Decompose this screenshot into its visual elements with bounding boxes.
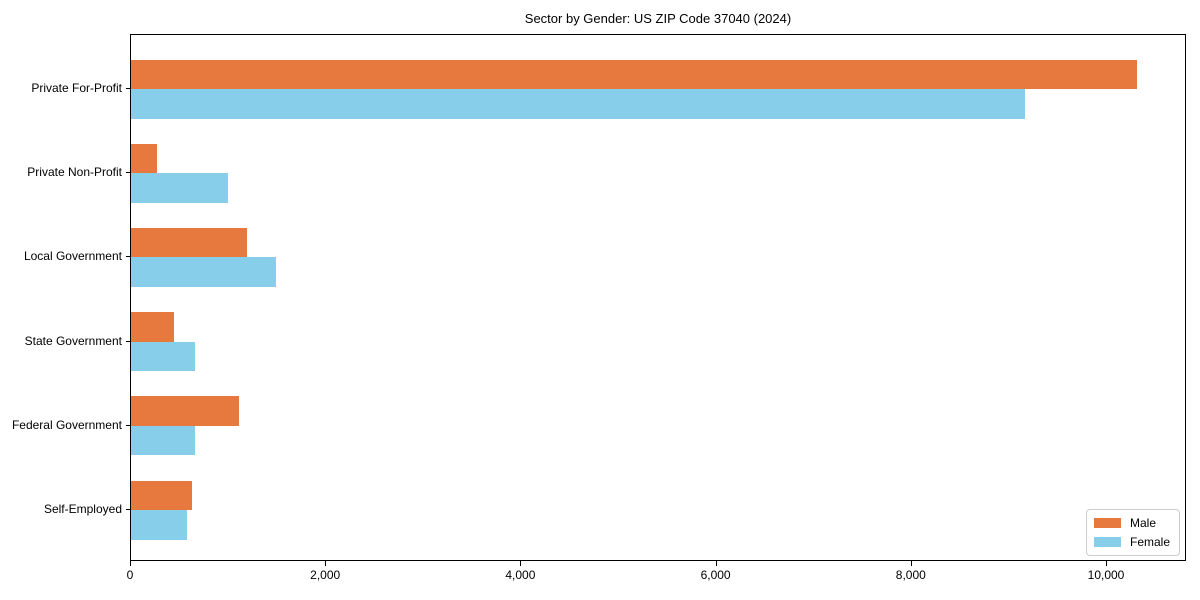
x-tick-label: 0 xyxy=(126,568,134,582)
bar-female-4 xyxy=(131,341,196,372)
x-tick-mark xyxy=(520,561,522,566)
y-tick-label: Local Government xyxy=(23,249,122,264)
x-tick-label: 4,000 xyxy=(505,568,536,582)
bar-female-6 xyxy=(131,510,188,540)
legend-label-male: Male xyxy=(1129,516,1156,530)
bar-female-5 xyxy=(131,425,196,456)
y-tick-mark xyxy=(126,88,130,89)
y-tick-mark xyxy=(126,172,130,174)
legend: Male Female xyxy=(1085,509,1180,556)
y-tick-label: Federal Government xyxy=(11,417,122,432)
legend-item-female: Female xyxy=(1093,535,1170,549)
bar-male-6 xyxy=(131,480,192,510)
bar-female-2 xyxy=(131,173,228,203)
y-tick-mark xyxy=(126,509,130,510)
male-series-swatch-icon xyxy=(1093,518,1121,528)
y-tick-label: Private For-Profit xyxy=(31,81,122,95)
x-tick-label: 6,000 xyxy=(700,568,731,582)
x-tick-mark xyxy=(910,561,912,566)
y-tick-mark xyxy=(126,256,130,258)
x-tick-label: 2,000 xyxy=(310,568,341,582)
y-tick-label: Self-Employed xyxy=(43,502,122,516)
y-tick-label: State Government xyxy=(24,333,122,348)
x-tick-mark xyxy=(715,561,717,566)
bar-male-5 xyxy=(131,396,240,426)
legend-item-male: Male xyxy=(1093,516,1170,530)
y-tick-mark xyxy=(126,424,130,426)
bar-female-1 xyxy=(131,89,1025,119)
bar-male-3 xyxy=(131,227,248,258)
x-tick-mark xyxy=(325,561,327,566)
plot-area: Male Female xyxy=(130,34,1186,561)
y-tick-label: Private Non-Profit xyxy=(27,165,122,180)
bar-male-2 xyxy=(131,143,157,174)
y-tick-mark xyxy=(126,340,130,342)
x-tick-mark xyxy=(130,561,131,566)
bar-male-1 xyxy=(131,59,1138,89)
x-tick-label: 10,000 xyxy=(1087,568,1125,582)
bar-male-4 xyxy=(131,312,174,342)
legend-label-female: Female xyxy=(1129,535,1170,549)
x-tick-label: 8,000 xyxy=(895,568,926,582)
chart-title: Sector by Gender: US ZIP Code 37040 (202… xyxy=(524,11,792,26)
x-tick-mark xyxy=(1106,561,1107,566)
bar-female-3 xyxy=(131,257,277,287)
female-series-swatch-icon xyxy=(1093,537,1121,547)
